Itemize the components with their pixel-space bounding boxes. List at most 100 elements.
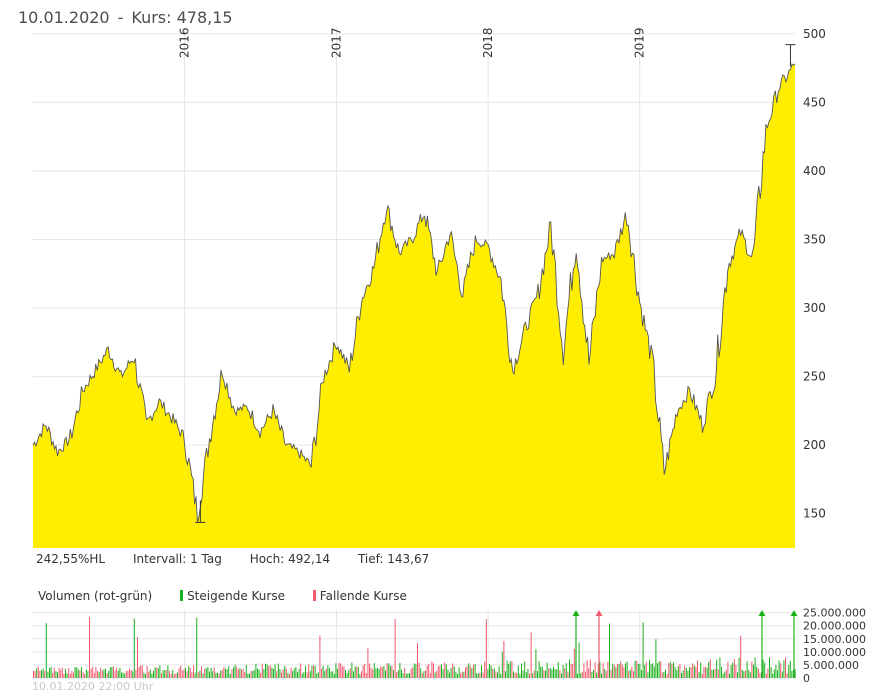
volume-bar [591,671,593,678]
x-tick-label: 2018 [481,27,495,58]
volume-bar [237,669,239,678]
volume-bar [410,668,412,678]
volume-bar [301,673,303,678]
volume-bar [612,663,614,678]
volume-bar [172,669,174,678]
volume-bar [569,659,570,678]
volume-bar [49,667,50,678]
volume-bar [101,670,103,678]
volume-bar [597,664,599,678]
volume-bar [593,670,594,678]
volume-bar [589,659,591,678]
volume-bar [162,670,164,678]
volume-bar [609,623,610,678]
volume-bar [207,667,209,678]
volume-bar [711,669,713,678]
volume-bar [471,668,473,678]
volume-bar [177,672,178,678]
volume-bar [93,672,95,678]
volume-bar [562,665,564,678]
volume-bar [137,637,138,678]
volume-bar [708,661,710,678]
volume-bar [487,669,489,678]
volume-bar [132,671,134,678]
volume-bar [490,665,492,678]
volume-bar [169,670,170,678]
volume-bar [529,673,530,678]
chart-stats: 242,55%HL Intervall: 1 Tag Hoch: 492,14 … [36,552,429,566]
volume-bar [426,665,428,678]
volume-bar [588,668,590,678]
volume-bar [602,662,604,678]
volume-bar [559,670,561,678]
rising-swatch [180,590,184,601]
volume-bar [706,667,708,678]
volume-bar [335,663,337,678]
volume-bar [308,664,310,678]
volume-bar [197,672,199,678]
volume-bar [548,668,550,678]
volume-bar [479,672,481,678]
volume-bar [469,665,471,678]
volume-bar [276,671,278,678]
volume-bar [647,672,649,678]
interval-value: Intervall: 1 Tag [132,552,222,566]
volume-bar [452,663,454,678]
volume-bar [193,665,194,678]
volume-bar [285,668,287,678]
volume-bar [628,671,630,678]
volume-bar [396,672,398,678]
volume-bar [429,672,431,678]
volume-y-axis: 05.000.00010.000.00015.000.00020.000.000… [803,607,866,685]
volume-bar [657,663,658,678]
volume-bar [553,666,554,678]
volume-bar [421,672,423,678]
volume-bar [293,668,295,678]
volume-bar [687,670,689,678]
volume-bar [580,673,582,678]
volume-bar [258,669,260,678]
volume-bar [697,660,698,678]
volume-bar [348,670,350,678]
volume-bar [141,665,143,678]
volume-bar [401,669,402,678]
y-tick-label: 300 [803,301,826,315]
volume-bar [567,671,569,678]
volume-bar [565,663,567,678]
volume-bar [244,672,246,678]
volume-bar [298,668,300,678]
volume-bar [538,661,540,678]
volume-bar [613,664,615,678]
volume-bar [789,660,791,678]
volume-bar [457,674,458,678]
volume-bar [229,674,231,678]
volume-bar [737,672,738,678]
volume-bar [625,663,626,678]
volume-bar [665,669,666,678]
volume-bar [122,672,124,678]
volume-bar [314,665,316,678]
volume-bar [324,670,326,678]
volume-bar [521,663,522,678]
volume-bar [74,667,76,678]
volume-bar [466,666,468,678]
volume-bar [381,667,383,678]
volume-bar [753,664,754,678]
volume-y-tick-label: 0 [803,672,810,685]
volume-bar [242,668,244,678]
volume-bar [146,666,148,678]
volume-bar [90,668,92,678]
volume-bar [794,669,796,678]
quote-price: Kurs: 478,15 [131,8,233,27]
volume-bar [573,648,575,678]
volume-bar [181,670,183,678]
volume-bar [247,673,249,678]
volume-bar [159,665,161,678]
volume-bar [245,664,247,678]
volume-bar [289,673,290,678]
volume-bar [481,665,482,678]
volume-bar [572,664,574,678]
volume-bar [709,659,711,678]
volume-bar [439,665,441,678]
